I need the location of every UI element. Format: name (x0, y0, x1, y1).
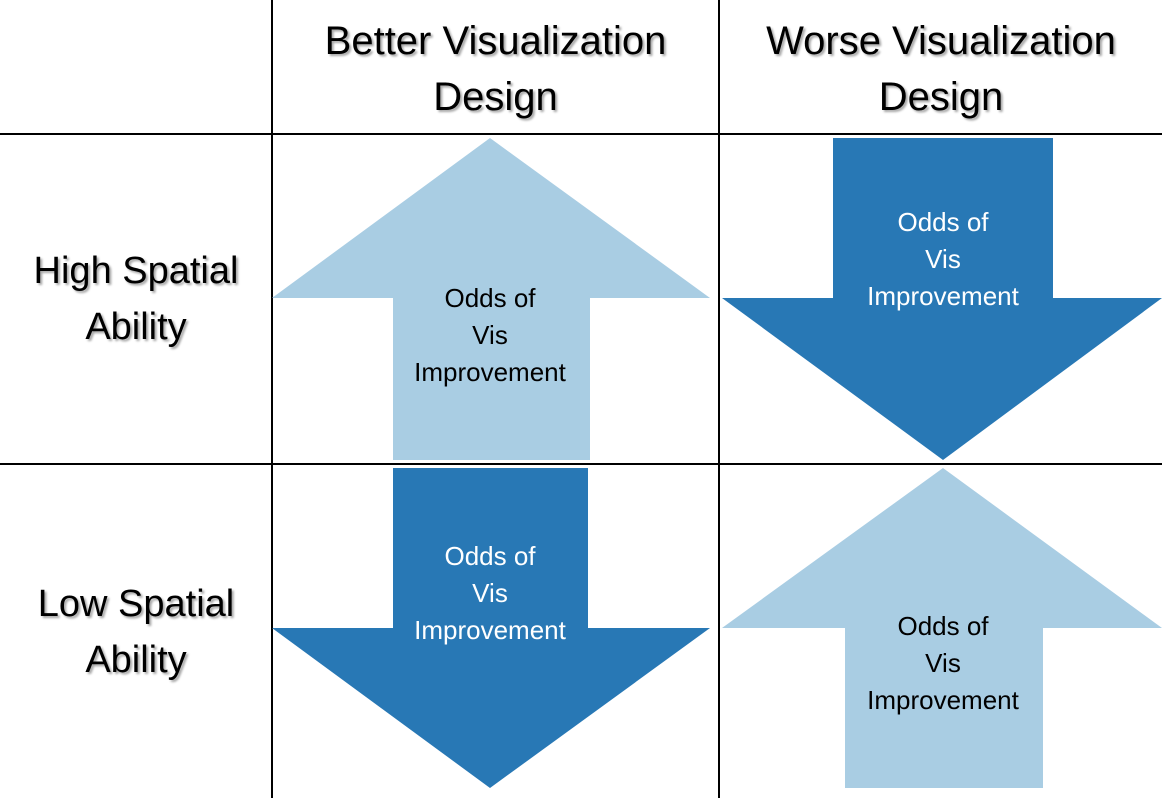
vertical-divider-2 (718, 0, 720, 798)
arrow-label-line: Odds of (444, 283, 536, 313)
row-header-low-line1: Low Spatial (37, 582, 235, 625)
row-header-low-line2: Ability (85, 638, 187, 681)
arrow-label-high-better: Odds of Vis Improvement (380, 280, 600, 391)
row-header-high: High Spatial Ability (0, 135, 272, 463)
arrow-label-line: Improvement (414, 357, 566, 387)
arrow-label-low-worse: Odds of Vis Improvement (833, 608, 1053, 719)
arrow-label-line: Odds of (897, 611, 989, 641)
arrow-label-line: Vis (472, 320, 508, 350)
arrow-label-line: Vis (472, 578, 508, 608)
arrow-label-line: Improvement (414, 615, 566, 645)
arrow-label-high-worse: Odds of Vis Improvement (833, 204, 1053, 315)
arrow-label-low-better: Odds of Vis Improvement (380, 538, 600, 649)
arrow-down-icon-high-worse (722, 138, 1162, 460)
row-header-low: Low Spatial Ability (0, 465, 272, 798)
column-header-worse-line1: Worse Visualization (766, 19, 1116, 63)
arrow-label-line: Odds of (444, 541, 536, 571)
column-header-better-line1: Better Visualization (324, 19, 667, 63)
arrow-up-icon-low-worse (722, 468, 1162, 788)
horizontal-divider-1 (0, 133, 1162, 135)
horizontal-divider-2 (0, 463, 1162, 465)
column-header-worse-line2: Design (878, 75, 1004, 119)
column-header-better: Better Visualization Design (273, 10, 718, 128)
row-header-high-line2: Ability (85, 306, 187, 348)
row-header-high-line1: High Spatial (33, 250, 239, 292)
arrow-label-line: Odds of (897, 207, 989, 237)
arrow-down-icon-low-better (272, 468, 710, 788)
arrow-label-line: Improvement (867, 685, 1019, 715)
arrow-up-icon-high-better (272, 138, 710, 460)
arrow-label-line: Improvement (867, 281, 1019, 311)
vertical-divider-1 (271, 0, 273, 798)
column-header-better-line2: Design (433, 75, 558, 119)
arrow-label-line: Vis (925, 648, 961, 678)
arrow-label-line: Vis (925, 244, 961, 274)
column-header-worse: Worse Visualization Design (720, 10, 1162, 128)
